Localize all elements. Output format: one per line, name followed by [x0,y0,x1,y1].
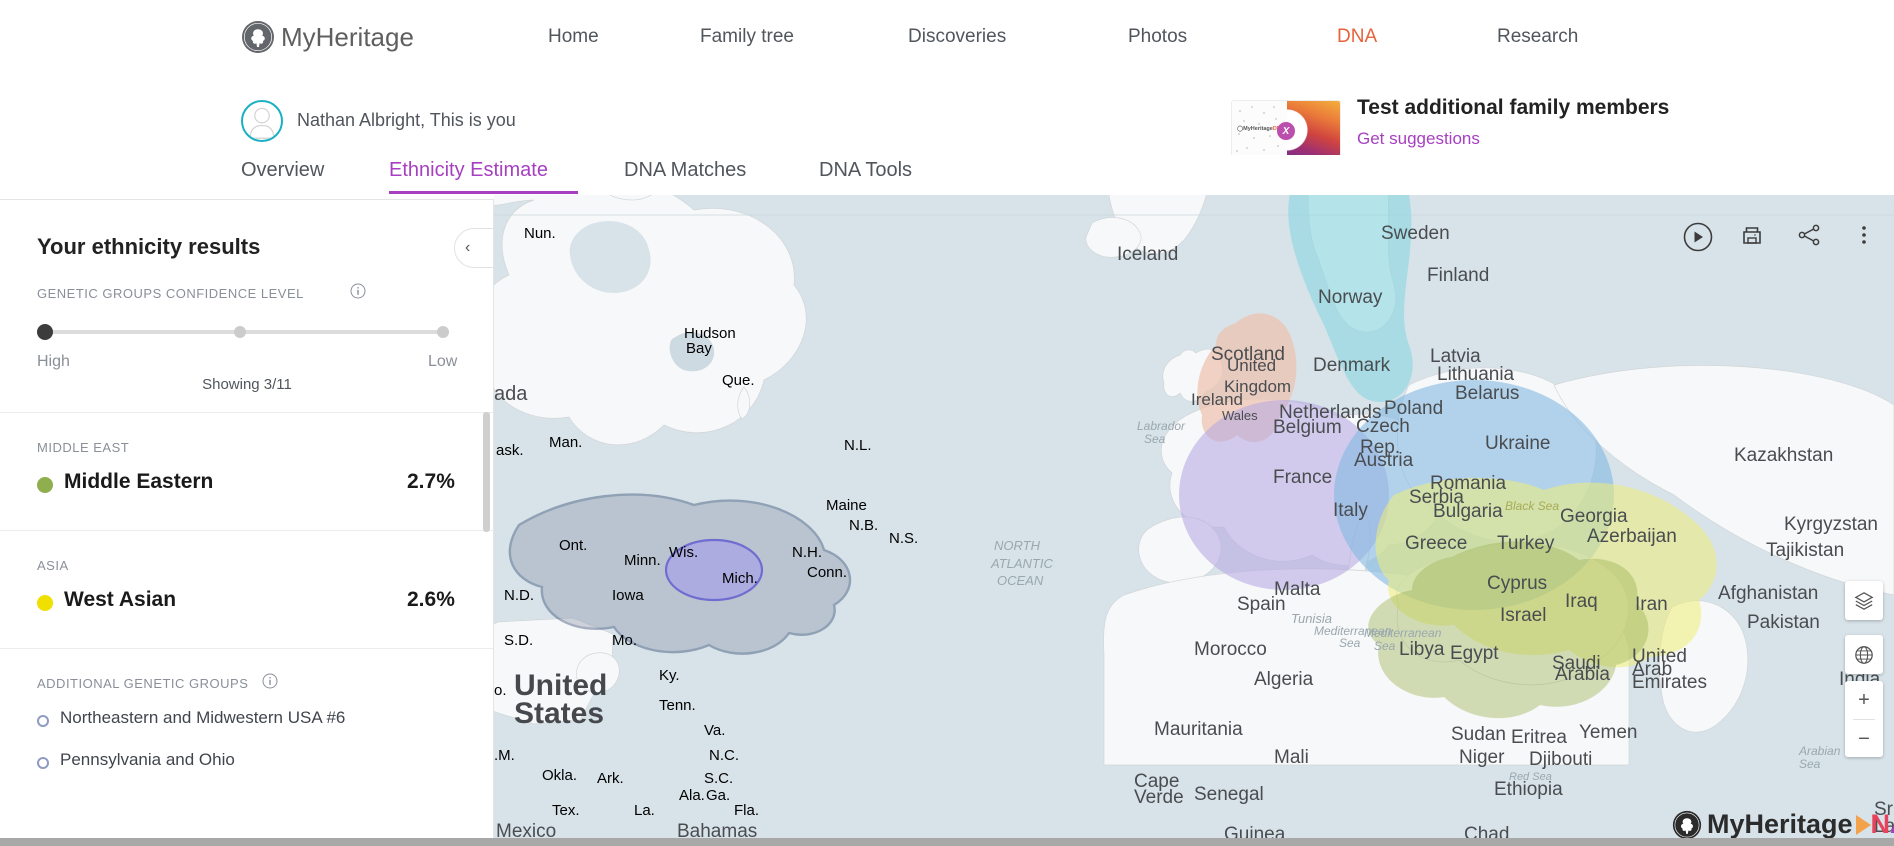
svg-text:Ukraine: Ukraine [1485,433,1550,454]
svg-text:NORTH: NORTH [994,538,1041,553]
svg-text:o.: o. [494,682,507,699]
svg-text:Cyprus: Cyprus [1487,573,1547,594]
svg-text:Red Sea: Red Sea [1509,771,1552,783]
svg-text:Italy: Italy [1333,500,1368,521]
svg-text:Denmark: Denmark [1313,355,1391,376]
svg-text:Sea: Sea [1144,432,1166,446]
svg-text:France: France [1273,467,1332,488]
svg-text:Mediterranean: Mediterranean [1364,626,1442,640]
svg-text:N.D.: N.D. [504,587,534,604]
svg-text:Morocco: Morocco [1194,639,1267,660]
svg-text:Bay: Bay [686,340,712,357]
svg-text:Arabia: Arabia [1555,664,1610,685]
svg-text:Eritrea: Eritrea [1511,727,1567,748]
svg-text:Yemen: Yemen [1579,722,1637,743]
svg-text:Labrador: Labrador [1137,419,1186,433]
svg-text:Mo.: Mo. [612,632,637,649]
svg-text:Tajikistan: Tajikistan [1766,540,1844,561]
svg-text:Tenn.: Tenn. [659,697,696,714]
svg-text:Va.: Va. [704,722,725,739]
svg-text:Iran: Iran [1635,594,1668,615]
svg-text:Belgium: Belgium [1273,417,1342,438]
svg-text:S.C.: S.C. [704,770,733,787]
svg-text:Wis.: Wis. [669,544,698,561]
svg-text:Mauritania: Mauritania [1154,719,1243,740]
svg-text:Kyrgyzstan: Kyrgyzstan [1784,514,1878,535]
svg-text:ATLANTIC: ATLANTIC [990,556,1053,571]
svg-text:Turkey: Turkey [1497,533,1555,554]
svg-text:Minn.: Minn. [624,552,661,569]
svg-text:Lithuania: Lithuania [1437,364,1515,385]
svg-text:Algeria: Algeria [1254,669,1314,690]
svg-text:N.H.: N.H. [792,544,822,561]
svg-text:Ky.: Ky. [659,667,680,684]
svg-text:S.D.: S.D. [504,632,533,649]
svg-text:Israel: Israel [1500,605,1546,626]
svg-text:Sea: Sea [1799,757,1821,771]
svg-text:N.B.: N.B. [849,517,878,534]
svg-text:OCEAN: OCEAN [997,573,1044,588]
svg-text:Greece: Greece [1405,533,1467,554]
svg-text:Belarus: Belarus [1455,383,1519,404]
svg-text:N.L.: N.L. [844,437,872,454]
svg-text:Iceland: Iceland [1117,244,1178,265]
svg-text:Nun.: Nun. [524,225,556,242]
svg-text:Azerbaijan: Azerbaijan [1587,526,1677,547]
svg-text:Fla.: Fla. [734,802,759,819]
svg-text:Bulgaria: Bulgaria [1433,501,1503,522]
svg-text:Niger: Niger [1459,747,1505,768]
svg-text:Senegal: Senegal [1194,784,1264,805]
svg-text:Iraq: Iraq [1565,591,1598,612]
svg-text:Ala.: Ala. [679,787,705,804]
svg-text:Pakistan: Pakistan [1747,612,1820,633]
svg-text:Wales: Wales [1222,408,1258,423]
svg-text:Verde: Verde [1134,787,1184,808]
svg-text:ask.: ask. [496,442,524,459]
svg-text:Mich.: Mich. [722,570,758,587]
svg-text:Emirates: Emirates [1632,672,1707,693]
svg-text:Que.: Que. [722,372,755,389]
svg-text:ada: ada [494,383,528,405]
svg-text:Conn.: Conn. [807,564,847,581]
svg-text:Iowa: Iowa [612,587,644,604]
svg-text:United: United [1227,356,1276,375]
svg-text:.M.: .M. [494,747,515,764]
svg-text:Sea: Sea [1339,636,1361,650]
svg-text:N.C.: N.C. [709,747,739,764]
svg-text:Sea: Sea [1374,639,1396,653]
svg-text:Egypt: Egypt [1450,643,1499,664]
svg-text:Arabian: Arabian [1798,744,1841,758]
svg-text:Okla.: Okla. [542,767,577,784]
svg-text:Kazakhstan: Kazakhstan [1734,445,1833,466]
svg-text:Maine: Maine [826,497,867,514]
svg-text:La.: La. [634,802,655,819]
svg-text:N.S.: N.S. [889,530,918,547]
svg-text:States: States [514,697,604,730]
svg-text:Man.: Man. [549,434,582,451]
svg-text:Black Sea: Black Sea [1505,499,1559,513]
svg-text:Afghanistan: Afghanistan [1718,583,1818,604]
svg-text:Ireland: Ireland [1191,390,1243,409]
svg-text:Ga.: Ga. [706,787,730,804]
svg-text:Libya: Libya [1399,639,1445,660]
svg-text:Austria: Austria [1354,450,1414,471]
svg-text:Sudan: Sudan [1451,724,1506,745]
svg-text:Ont.: Ont. [559,537,587,554]
svg-text:Mali: Mali [1274,747,1309,768]
svg-text:Ark.: Ark. [597,770,624,787]
svg-text:Djibouti: Djibouti [1529,749,1592,770]
svg-text:Malta: Malta [1274,579,1321,600]
svg-text:Norway: Norway [1318,287,1383,308]
svg-text:Georgia: Georgia [1560,506,1628,527]
svg-text:Sweden: Sweden [1381,223,1450,244]
svg-text:Finland: Finland [1427,265,1489,286]
svg-text:Tex.: Tex. [552,802,580,819]
